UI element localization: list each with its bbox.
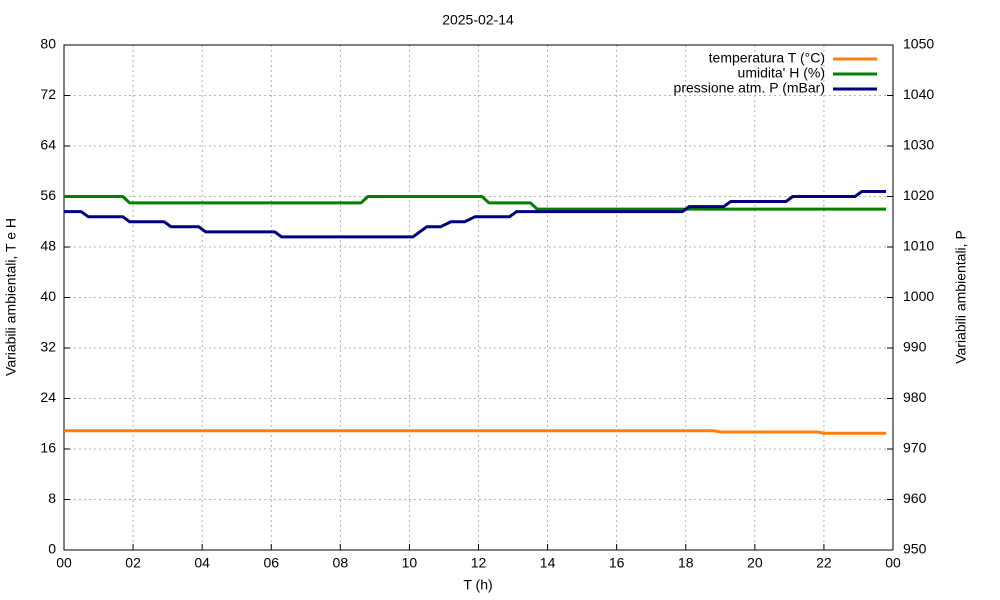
y-tick-label: 16	[40, 440, 56, 456]
x-tick-label: 04	[194, 555, 210, 571]
x-tick-label: 00	[56, 555, 72, 571]
y-tick-label: 56	[40, 187, 56, 203]
x-tick-label: 18	[678, 555, 694, 571]
x-tick-label: 10	[402, 555, 418, 571]
y2-tick-label: 990	[903, 339, 927, 355]
x-tick-label: 14	[540, 555, 556, 571]
series-line	[64, 429, 887, 435]
y-tick-label: 32	[40, 339, 56, 355]
x-axis-label: T (h)	[463, 577, 492, 593]
y2-tick-label: 1000	[903, 288, 934, 304]
y2-tick-label: 1020	[903, 187, 934, 203]
y2-tick-label: 950	[903, 541, 927, 557]
y-tick-label: 40	[40, 288, 56, 304]
y2-tick-label: 1010	[903, 238, 934, 254]
series-line	[64, 189, 887, 239]
y2-axis-label: Variabili ambientali, P	[953, 230, 969, 364]
x-tick-label: 22	[816, 555, 832, 571]
y-tick-label: 48	[40, 238, 56, 254]
y-tick-label: 24	[40, 389, 56, 405]
chart-title: 2025-02-14	[442, 12, 514, 28]
y-tick-label: 64	[40, 137, 56, 153]
y2-tick-label: 960	[903, 490, 927, 506]
x-tick-label: 02	[125, 555, 141, 571]
y-tick-label: 80	[40, 36, 56, 52]
y2-tick-label: 1050	[903, 36, 934, 52]
y2-tick-label: 1040	[903, 86, 934, 102]
y-tick-label: 72	[40, 86, 56, 102]
y2-tick-label: 980	[903, 389, 927, 405]
legend-label: umidita' H (%)	[738, 65, 825, 81]
x-tick-label: 16	[609, 555, 625, 571]
x-tick-label: 08	[333, 555, 349, 571]
y-axis-label: Variabili ambientali, T e H	[3, 218, 19, 376]
y2-tick-label: 1030	[903, 137, 934, 153]
plot-border	[63, 44, 894, 551]
y-tick-label: 0	[48, 541, 56, 557]
y-tick-label: 8	[48, 490, 56, 506]
x-tick-label: 00	[885, 555, 901, 571]
x-tick-label: 12	[471, 555, 487, 571]
x-tick-label: 20	[747, 555, 763, 571]
y2-tick-label: 970	[903, 440, 927, 456]
legend-label: pressione atm. P (mBar)	[674, 80, 825, 96]
series-line	[64, 195, 887, 211]
legend-label: temperatura T (°C)	[709, 50, 825, 66]
x-tick-label: 06	[263, 555, 279, 571]
